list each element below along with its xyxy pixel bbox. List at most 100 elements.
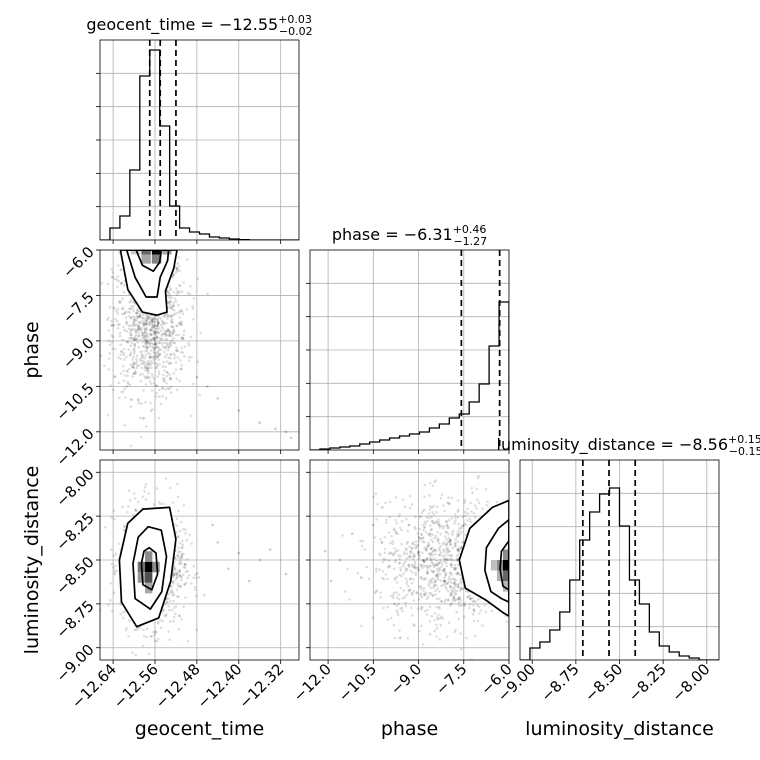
pair-phase-vs-luminosity_distance-point (417, 553, 421, 557)
pair-geocent_time-vs-luminosity_distance-point (175, 573, 178, 576)
pair-geocent_time-vs-phase-point (182, 337, 185, 341)
pair-phase-vs-luminosity_distance-point (470, 658, 473, 660)
pair-geocent_time-vs-phase-point (150, 323, 154, 326)
pair-geocent_time-vs-phase-point (126, 340, 130, 344)
pair-geocent_time-vs-phase-point (172, 304, 175, 308)
pair-geocent_time-vs-phase-point (138, 322, 142, 325)
pair-geocent_time-vs-phase-tail-point-3 (274, 427, 277, 431)
pair-geocent_time-vs-phase-point (141, 355, 145, 359)
pair-geocent_time-vs-phase-point (165, 360, 168, 363)
pair-geocent_time-vs-phase-point (141, 316, 145, 320)
pair-geocent_time-vs-phase-point (131, 366, 135, 369)
pair-geocent_time-vs-luminosity_distance-point (176, 495, 180, 499)
pair-phase-vs-luminosity_distance-point (393, 560, 397, 563)
pair-geocent_time-vs-phase-point (112, 388, 115, 392)
pair-phase-vs-luminosity_distance-point (431, 521, 435, 525)
pair-geocent_time-vs-luminosity_distance-point (172, 573, 176, 576)
pair-phase-vs-luminosity_distance-point (454, 579, 458, 582)
pair-geocent_time-vs-phase-point (150, 320, 153, 323)
pair-geocent_time-vs-luminosity_distance-point (180, 546, 184, 549)
pair-geocent_time-vs-phase-point (148, 341, 152, 345)
pair-geocent_time-vs-phase-point (163, 313, 167, 316)
pair-geocent_time-vs-phase-point (154, 352, 158, 355)
pair-geocent_time-vs-luminosity_distance-point (124, 629, 127, 632)
pair-geocent_time-vs-phase-point (151, 317, 154, 321)
pair-geocent_time-vs-phase-point (151, 375, 154, 378)
pair-geocent_time-vs-phase-point (150, 329, 153, 332)
pair-phase-vs-luminosity_distance-point (451, 533, 454, 537)
pair-phase-vs-luminosity_distance-point (422, 589, 425, 592)
pair-geocent_time-vs-phase-point (149, 332, 152, 336)
pair-geocent_time-vs-phase-point (154, 347, 157, 351)
pair-geocent_time-vs-phase-point (134, 362, 138, 365)
pair-geocent_time-vs-phase-point (177, 264, 181, 268)
pair-phase-vs-luminosity_distance-point (393, 578, 397, 581)
pair-phase-vs-luminosity_distance-point (437, 523, 441, 527)
pair-geocent_time-vs-phase-point (175, 333, 178, 337)
pair-geocent_time-vs-phase-point (143, 364, 147, 367)
pair-phase-vs-luminosity_distance-point (433, 563, 437, 566)
xtick-label-phase-0: −12.0 (290, 660, 335, 705)
pair-phase-vs-luminosity_distance-point (447, 621, 451, 624)
pair-geocent_time-vs-phase-point (142, 359, 145, 363)
pair-geocent_time-vs-phase-point (103, 364, 106, 368)
pair-phase-vs-luminosity_distance-point (424, 522, 427, 526)
pair-geocent_time-vs-luminosity_distance-point (180, 552, 184, 556)
hist-phase-plot-area (310, 250, 509, 450)
pair-phase-vs-luminosity_distance-point (414, 527, 418, 530)
pair-phase-vs-luminosity_distance-point (453, 521, 456, 525)
pair-geocent_time-vs-luminosity_distance-point (203, 593, 206, 597)
pair-phase-vs-luminosity_distance-point (383, 535, 387, 539)
pair-phase-vs-luminosity_distance-point (375, 518, 378, 521)
pair-phase-vs-luminosity_distance-point (413, 566, 417, 570)
pair-phase-vs-luminosity_distance-point (425, 515, 429, 519)
pair-geocent_time-vs-luminosity_distance-point (176, 595, 179, 598)
pair-geocent_time-vs-phase-point (117, 264, 120, 267)
pair-geocent_time-vs-luminosity_distance-point (175, 572, 178, 576)
pair-phase-vs-luminosity_distance-point (425, 597, 429, 600)
pair-geocent_time-vs-phase-point (132, 301, 135, 304)
pair-geocent_time-vs-phase-point (133, 350, 136, 353)
pair-geocent_time-vs-phase-point (170, 321, 173, 324)
pair-phase-vs-luminosity_distance-point (402, 562, 405, 566)
pair-geocent_time-vs-phase-point (121, 306, 125, 310)
pair-phase-vs-luminosity_distance-point (443, 553, 447, 557)
pair-phase-vs-luminosity_distance-point (395, 609, 399, 612)
pair-geocent_time-vs-luminosity_distance-point (147, 652, 151, 656)
pair-phase-vs-luminosity_distance-point (428, 481, 432, 485)
pair-geocent_time-vs-luminosity_distance-point (176, 554, 180, 557)
pair-phase-vs-luminosity_distance-point (432, 513, 436, 516)
pair-geocent_time-vs-phase-point (141, 340, 145, 344)
pair-phase-vs-luminosity_distance-point (421, 540, 424, 543)
pair-geocent_time-vs-luminosity_distance-point (167, 630, 170, 633)
pair-phase-vs-luminosity_distance-point (446, 541, 449, 545)
pair-phase-vs-luminosity_distance-point (511, 626, 514, 629)
pair-geocent_time-vs-phase-point (177, 333, 180, 337)
pair-geocent_time-vs-phase-point (131, 323, 135, 326)
pair-geocent_time-vs-luminosity_distance-point (139, 625, 142, 629)
pair-phase-vs-luminosity_distance-point (429, 528, 433, 532)
pair-geocent_time-vs-phase-point (161, 327, 165, 331)
pair-phase-vs-luminosity_distance-point (393, 576, 397, 580)
pair-geocent_time-vs-phase-point (146, 332, 149, 336)
pair-geocent_time-vs-phase-point (157, 353, 161, 357)
pair-geocent_time-vs-phase-point (160, 334, 164, 338)
pair-geocent_time-vs-phase-point (155, 336, 159, 340)
pair-geocent_time-vs-phase-point (178, 284, 181, 287)
pair-phase-vs-luminosity_distance-point (453, 578, 456, 581)
pair-geocent_time-vs-luminosity_distance-point (144, 483, 148, 486)
pair-phase-vs-luminosity_distance-point (374, 590, 378, 593)
pair-geocent_time-vs-phase-point (127, 348, 131, 351)
pair-geocent_time-vs-phase-point (132, 372, 135, 375)
pair-geocent_time-vs-phase-point (149, 355, 152, 359)
pair-geocent_time-vs-phase-point (137, 325, 140, 328)
pair-geocent_time-vs-phase-point (129, 316, 133, 320)
pair-geocent_time-vs-phase-point (171, 305, 174, 309)
pair-geocent_time-vs-phase-point (137, 331, 141, 335)
pair-geocent_time-vs-phase-point (142, 337, 145, 340)
pair-phase-vs-luminosity_distance-point (431, 563, 435, 566)
pair-geocent_time-vs-luminosity_distance-point (183, 583, 187, 586)
pair-phase-vs-luminosity_distance-point (448, 502, 452, 506)
pair-geocent_time-vs-phase-point (156, 384, 159, 388)
pair-geocent_time-vs-phase-point (149, 316, 152, 319)
